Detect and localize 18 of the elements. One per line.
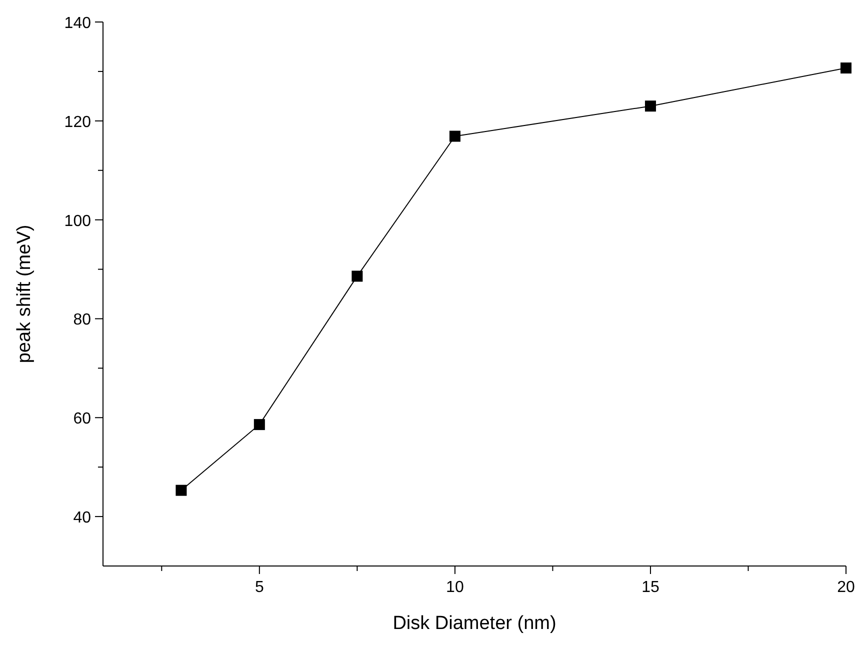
point	[840, 62, 852, 74]
y-tick-label: 40	[73, 510, 92, 527]
x-tick-label: 10	[446, 579, 464, 596]
y-tick-label: 100	[64, 212, 92, 230]
x-tick-label: 15	[642, 579, 660, 596]
point	[176, 484, 187, 496]
x-tick-label: 5	[254, 579, 264, 596]
point	[254, 419, 265, 430]
y-tick-label: 140	[64, 15, 92, 32]
point	[449, 130, 460, 142]
x-axis-title: Disk Diameter (nm)	[392, 613, 556, 634]
point	[644, 100, 656, 112]
y-tick-label: 80	[73, 312, 92, 329]
y-axis-title: peak shift (meV)	[14, 224, 35, 364]
x-tick-label: 20	[837, 579, 855, 596]
point	[352, 270, 363, 282]
y-tick-label: 120	[64, 114, 92, 131]
y-tick-label: 60	[73, 410, 92, 428]
